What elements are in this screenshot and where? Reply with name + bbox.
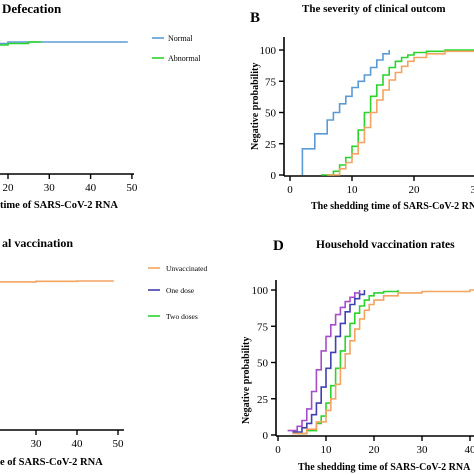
legend-abnormal-label: Abnormal	[168, 54, 201, 63]
panel-c-x-tick-label: 30	[31, 438, 43, 450]
panel-a-plot-area	[0, 41, 128, 46]
panel-b-x-tick-label: 30	[471, 184, 474, 196]
panel-c-x-axis-label: e of SARS-CoV-2 RNA	[0, 457, 103, 468]
panel-c-title: al vaccination	[2, 236, 73, 250]
panel-d-x-tick-label: 40	[465, 444, 474, 456]
panel-d-x-tick-label: 0	[275, 444, 281, 456]
panel-d-y-tick-label: 75	[257, 321, 269, 333]
panel-a-x-tick-label: 20	[3, 182, 15, 194]
panel-d-y-axis-label: Negative probability	[241, 337, 252, 424]
panel-d-x-tick-label: 30	[417, 444, 429, 456]
panel-a-legend: Normal Abnormal	[152, 34, 201, 63]
panel-a-x-ticks: 20 30 40 50	[3, 174, 138, 194]
panel-b-series-1-line	[301, 50, 390, 175]
panel-d-y-tick-label: 100	[252, 285, 269, 297]
legend-unvaccinated-label: Unvaccinated	[166, 264, 207, 273]
panel-a-x-axis-label: time of SARS-CoV-2 RNA	[0, 200, 118, 211]
panel-a-title: Defecation	[2, 1, 62, 16]
panel-a: Defecation 20 30 40 50 time of SARS-CoV-2 R…	[0, 1, 201, 211]
panel-b-letter: B	[250, 10, 260, 26]
panel-c-series-1-line	[0, 280, 114, 283]
panel-d: D Household vaccination rates Negative p…	[241, 238, 474, 473]
panel-c: al vaccination 30 40 50 e of SARS-CoV-2 RN…	[0, 236, 207, 468]
panel-d-x-tick-label: 20	[369, 444, 381, 456]
panel-b-x-tick-label: 0	[287, 184, 293, 196]
panel-d-title: Household vaccination rates	[316, 239, 455, 251]
panel-d-plot-area	[287, 289, 474, 435]
legend-normal-label: Normal	[168, 34, 193, 43]
panel-d-series-1-line	[287, 290, 361, 432]
panel-d-x-tick-label: 10	[321, 444, 333, 456]
panel-d-x-axis-label: The shedding time of SARS-CoV-2 RNA	[298, 462, 471, 473]
panel-d-y-tick-label: 0	[263, 430, 269, 442]
panel-c-x-tick-label: 50	[113, 438, 125, 450]
panel-d-series-4-line	[292, 289, 474, 435]
panel-b-y-tick-label: 50	[265, 108, 277, 120]
panel-d-x-ticks: 0 10 20 30 40	[275, 436, 474, 456]
panel-a-x-tick-label: 40	[85, 182, 97, 194]
panel-c-x-tick-label: 40	[72, 438, 84, 450]
panel-a-series-2-line	[0, 41, 41, 46]
panel-c-plot-area	[0, 280, 114, 283]
panel-b-y-tick-label: 75	[265, 76, 277, 88]
panel-b-title: The severity of clinical outcom	[302, 3, 446, 15]
panel-c-legend: Unvaccinated One dose Two doses	[148, 264, 207, 321]
panel-d-series-2-line	[292, 290, 366, 433]
panel-b-y-ticks: 0 25 50 75 100	[260, 45, 284, 182]
panel-c-x-ticks: 30 40 50	[31, 430, 125, 450]
panel-d-y-tick-label: 50	[257, 358, 269, 370]
panel-a-x-tick-label: 50	[126, 182, 138, 194]
panel-b-plot-area	[301, 49, 474, 176]
panel-d-y-ticks: 0 25 50 75 100	[252, 285, 276, 442]
panel-d-y-tick-label: 25	[257, 394, 269, 406]
panel-d-letter: D	[273, 238, 284, 254]
panel-b-series-2-line	[321, 49, 474, 176]
panel-b-y-tick-label: 100	[260, 45, 277, 57]
panel-b-y-tick-label: 25	[265, 139, 277, 151]
legend-one-dose-label: One dose	[166, 286, 195, 295]
panel-b-x-tick-label: 20	[409, 184, 421, 196]
panel-b-x-tick-label: 10	[347, 184, 359, 196]
panel-a-x-tick-label: 30	[44, 182, 56, 194]
legend-two-doses-label: Two doses	[166, 312, 198, 321]
panel-b: B The severity of clinical outcom Negati…	[250, 3, 474, 212]
panel-d-series-3-line	[297, 290, 399, 435]
panel-b-y-axis-label: Negative probability	[250, 63, 261, 150]
panel-b-y-tick-label: 0	[271, 170, 277, 182]
panel-b-series-3-line	[327, 50, 474, 176]
panel-b-x-axis-label: The shedding time of SARS-CoV-2 RNA	[311, 201, 474, 212]
